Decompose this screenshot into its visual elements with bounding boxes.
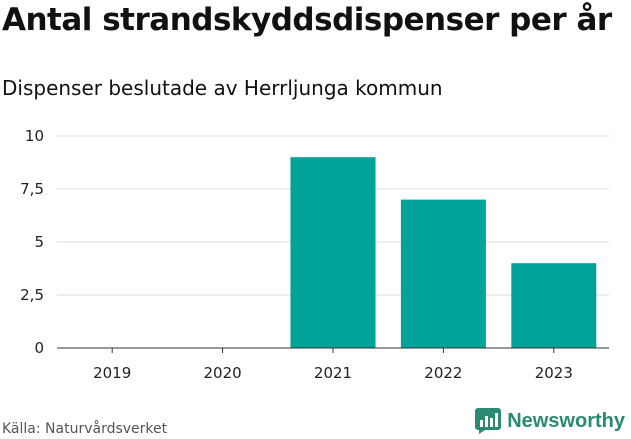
y-tick-label: 5 — [34, 233, 44, 251]
source-note: Källa: Naturvårdsverket — [2, 421, 168, 437]
axis-layer: 0 2,5 5 7,5 10 2019 2020 2021 2022 2023 — [20, 127, 609, 382]
chart-subtitle: Dispenser beslutade av Herrljunga kommun — [2, 76, 443, 100]
brand-name: Newsworthy — [507, 409, 625, 432]
bars-layer — [290, 157, 597, 348]
x-tick-label: 2019 — [93, 364, 131, 382]
bar — [290, 157, 376, 348]
y-tick-label: 2,5 — [20, 286, 44, 304]
x-tick-label: 2022 — [424, 364, 462, 382]
x-tick-label: 2020 — [204, 364, 242, 382]
chart-title: Antal strandskyddsdispenser per år — [2, 2, 612, 38]
x-tick-label: 2021 — [314, 364, 352, 382]
x-tick-label: 2023 — [535, 364, 573, 382]
y-tick-label: 10 — [25, 127, 44, 145]
brand-logo: Newsworthy — [475, 408, 625, 434]
bar — [511, 263, 597, 348]
y-tick-label: 0 — [34, 339, 44, 357]
y-tick-label: 7,5 — [20, 180, 44, 198]
bar-chart-logo-icon — [475, 408, 502, 434]
bar — [400, 199, 486, 348]
